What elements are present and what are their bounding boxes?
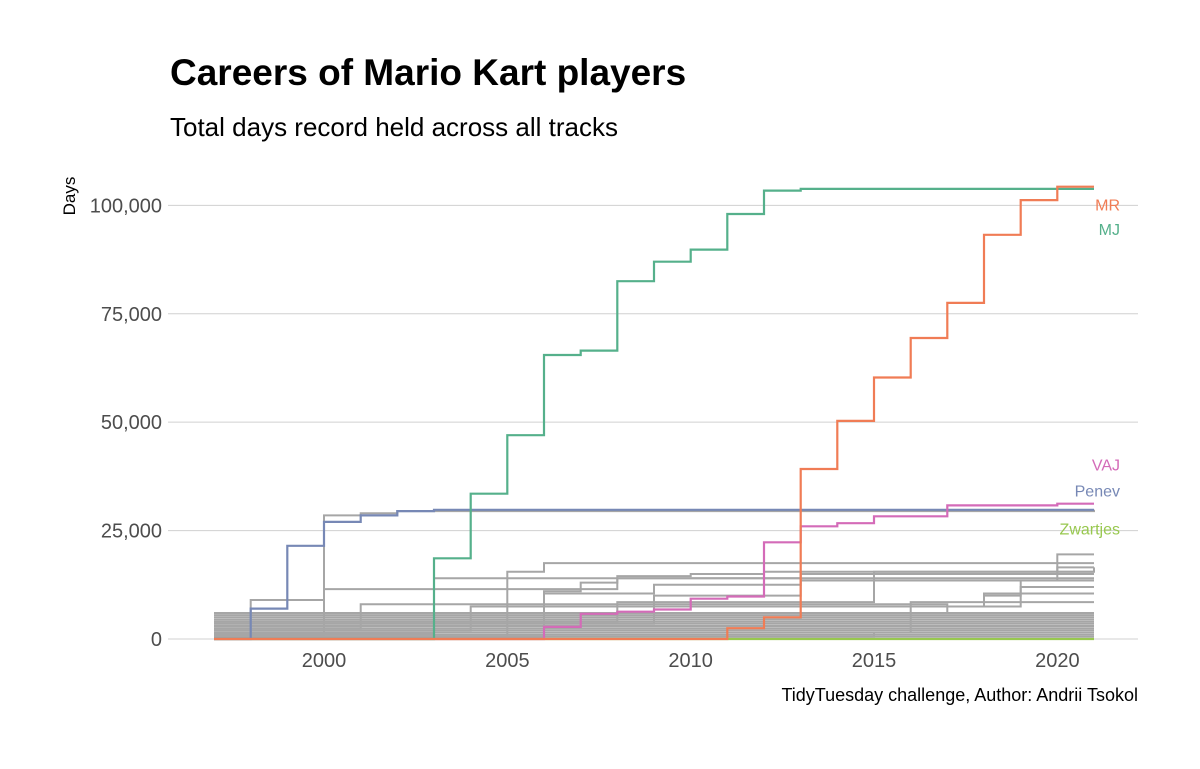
axis-tick-labels: 0 25,000 50,000 75,000 100,000 2000 2005 2010 20… [90, 195, 1080, 672]
y-tick-label: 0 [151, 629, 162, 651]
y-tick-label: 50,000 [101, 412, 162, 434]
y-tick-label: 100,000 [90, 195, 162, 217]
y-tick-label: 75,000 [101, 304, 162, 326]
chart-title: Careers of Mario Kart players [170, 52, 687, 93]
x-tick-label: 2005 [485, 650, 530, 672]
x-tick-label: 2015 [852, 650, 897, 672]
chart-subtitle: Total days record held across all tracks [170, 112, 618, 142]
y-tick-label: 25,000 [101, 521, 162, 543]
direct-label-zwartjes: Zwartjes [1060, 521, 1120, 538]
highlighted-series-group [214, 185, 1094, 641]
series-line-mj [214, 187, 1094, 641]
y-axis-label: Days [60, 177, 79, 216]
other-series-group [214, 509, 1095, 640]
direct-label-vaj: VAJ [1092, 458, 1120, 475]
direct-label-penev: Penev [1075, 484, 1120, 501]
x-tick-label: 2000 [302, 650, 347, 672]
series-line-vaj [214, 502, 1094, 641]
chart-caption: TidyTuesday challenge, Author: Andrii Ts… [781, 685, 1138, 705]
direct-label-mr: MR [1095, 197, 1120, 214]
direct-label-mj: MJ [1099, 222, 1120, 239]
series-line-penev [214, 508, 1094, 641]
series-line-mr [214, 185, 1094, 641]
direct-labels: MR MJ VAJ Penev Zwartjes [1060, 197, 1120, 538]
x-tick-label: 2020 [1035, 650, 1080, 672]
x-tick-label: 2010 [668, 650, 713, 672]
